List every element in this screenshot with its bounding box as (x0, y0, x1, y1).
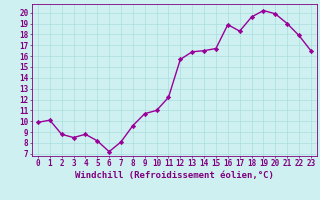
X-axis label: Windchill (Refroidissement éolien,°C): Windchill (Refroidissement éolien,°C) (75, 171, 274, 180)
